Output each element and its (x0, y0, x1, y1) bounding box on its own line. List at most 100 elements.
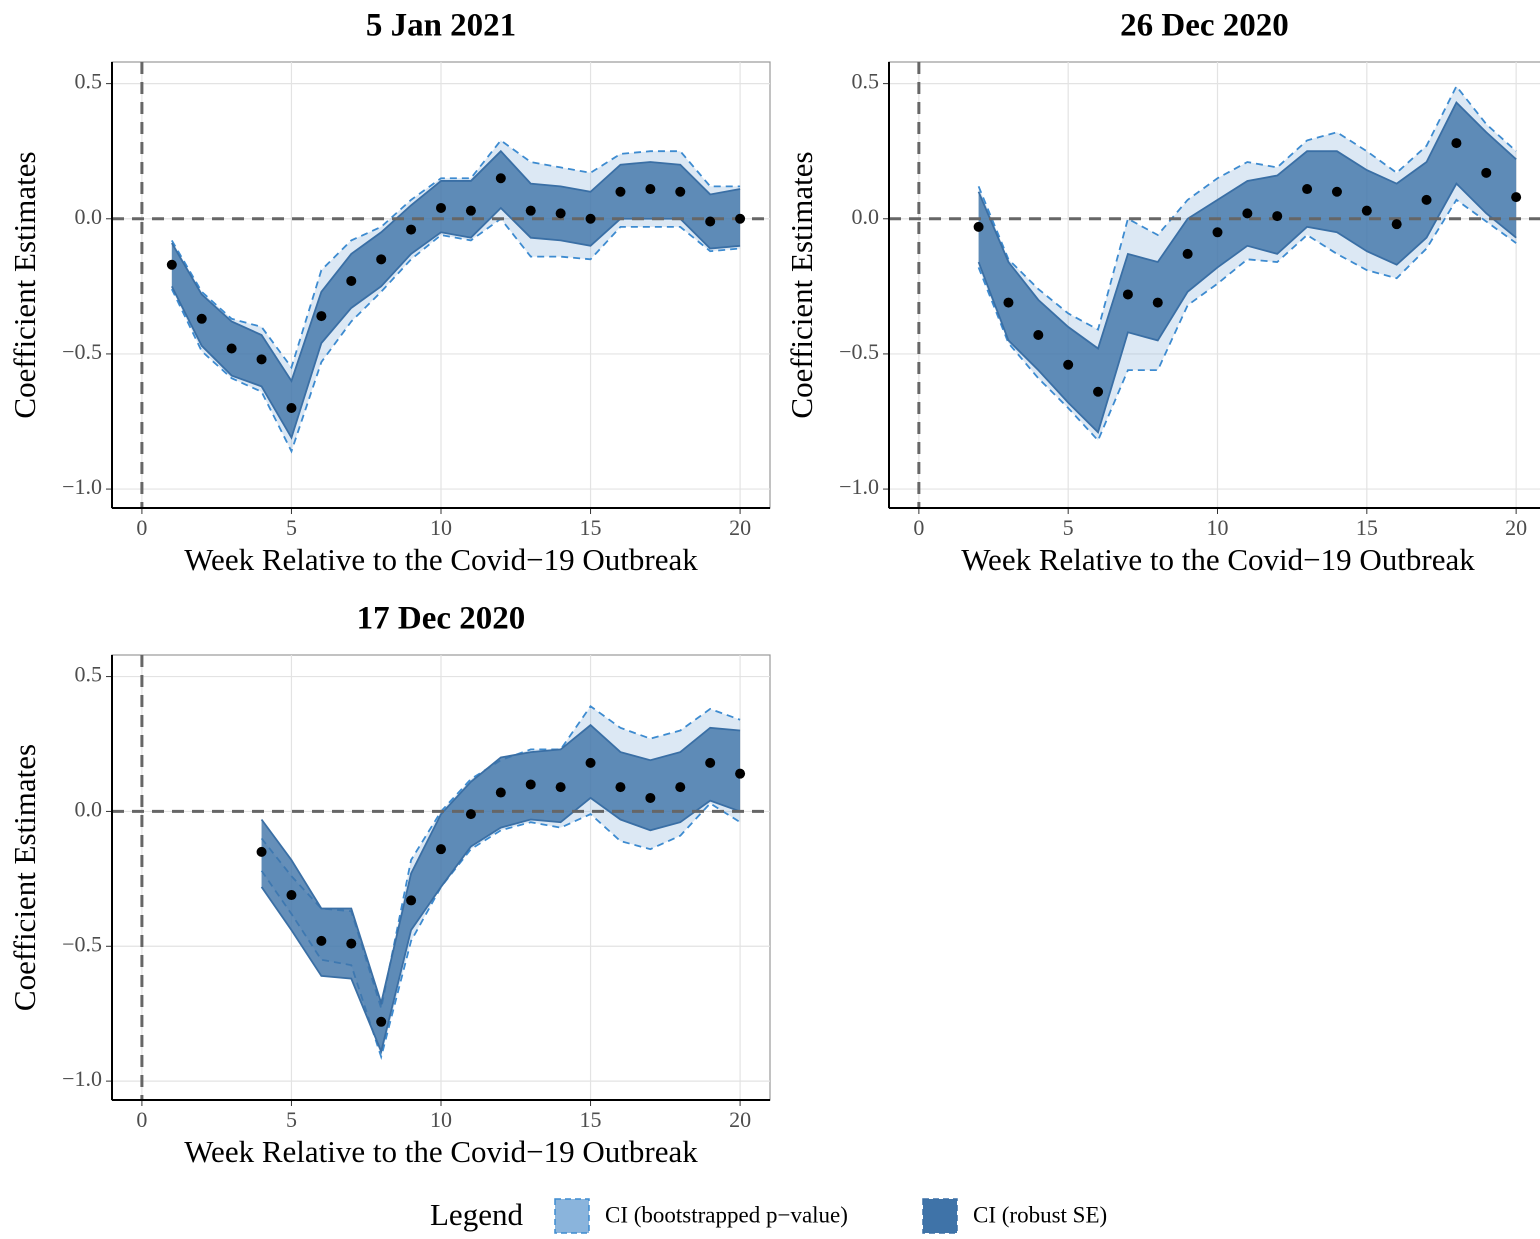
point (1093, 386, 1104, 397)
point (1302, 184, 1313, 195)
x-tick-label: 10 (430, 515, 452, 540)
x-tick-label: 0 (136, 515, 147, 540)
point (286, 890, 297, 901)
point (705, 757, 716, 768)
point (615, 782, 626, 793)
point (376, 1016, 387, 1027)
x-axis-title: Week Relative to the Covid−19 Outbreak (184, 1134, 698, 1169)
point (1511, 192, 1522, 203)
legend-label: CI (robust SE) (973, 1202, 1107, 1227)
point (1481, 167, 1492, 178)
y-axis-title: Coefficient Estimates (7, 151, 42, 418)
point (1212, 227, 1223, 238)
x-tick-label: 5 (1063, 515, 1074, 540)
x-tick-label: 10 (430, 1107, 452, 1132)
point (1451, 138, 1462, 149)
point (465, 205, 476, 216)
point (585, 213, 596, 224)
x-tick-label: 5 (286, 515, 297, 540)
y-tick-label: −1.0 (62, 1066, 102, 1091)
y-tick-label: −0.5 (62, 931, 102, 956)
x-tick-label: 15 (1356, 515, 1378, 540)
point (1152, 297, 1163, 308)
y-tick-label: 0.0 (75, 796, 103, 821)
point (1421, 194, 1432, 205)
legend-title: Legend (430, 1197, 523, 1232)
x-tick-label: 5 (286, 1107, 297, 1132)
point (735, 768, 746, 779)
x-tick-label: 20 (1505, 515, 1527, 540)
point (166, 259, 177, 270)
y-axis-title: Coefficient Estimates (784, 151, 819, 418)
ci-band (978, 102, 1517, 433)
y-axis-title: Coefficient Estimates (7, 744, 42, 1011)
legend-label: CI (bootstrapped p−value) (605, 1202, 848, 1227)
ci-bound (260, 723, 741, 1007)
ci-bound (171, 217, 741, 454)
point (436, 844, 446, 855)
ci-bound (977, 182, 1517, 435)
ci-bound (171, 206, 741, 440)
point (346, 275, 357, 286)
y-tick-label: −1.0 (839, 474, 879, 499)
point (286, 402, 297, 413)
ci-bound (171, 149, 741, 384)
point (645, 792, 656, 803)
point (1331, 186, 1342, 197)
x-tick-label: 15 (580, 515, 602, 540)
point (1003, 297, 1014, 308)
point (555, 782, 566, 793)
point (346, 938, 357, 949)
y-tick-label: 0.5 (75, 662, 103, 687)
legend-swatch (554, 1198, 590, 1234)
point (376, 254, 387, 265)
x-axis-title: Week Relative to the Covid−19 Outbreak (961, 542, 1475, 577)
point (406, 895, 417, 906)
point (1063, 359, 1074, 370)
x-tick-label: 0 (913, 515, 924, 540)
x-tick-label: 15 (580, 1107, 602, 1132)
chart-title: 17 Dec 2020 (357, 601, 526, 637)
point (555, 208, 566, 219)
y-tick-label: 0.0 (75, 204, 103, 229)
point (585, 757, 596, 768)
point (1242, 208, 1253, 219)
chart-title: 26 Dec 2020 (1120, 8, 1289, 44)
x-tick-label: 20 (729, 515, 751, 540)
ci-bound (977, 84, 1517, 331)
ci-bound (977, 101, 1517, 350)
point (1182, 248, 1193, 259)
point (705, 216, 716, 227)
point (436, 202, 446, 213)
point (645, 184, 656, 195)
point (615, 186, 626, 197)
y-tick-label: −0.5 (62, 339, 102, 364)
y-tick-label: 0.0 (852, 204, 880, 229)
ci-bound (260, 802, 741, 1061)
x-axis-title: Week Relative to the Covid−19 Outbreak (184, 542, 698, 577)
point (495, 173, 506, 184)
x-tick-label: 10 (1207, 515, 1229, 540)
point (675, 186, 686, 197)
point (256, 354, 267, 365)
chart-title: 5 Jan 2021 (366, 8, 516, 44)
point (495, 787, 506, 798)
point (406, 224, 417, 235)
point (525, 205, 536, 216)
legend-swatch (922, 1198, 958, 1234)
ci-bound (260, 796, 741, 1055)
point (1361, 205, 1372, 216)
point (1272, 211, 1283, 222)
point (226, 343, 237, 354)
point (316, 935, 327, 946)
y-tick-label: −0.5 (839, 339, 879, 364)
point (525, 779, 536, 790)
point (196, 313, 207, 324)
point (256, 846, 267, 857)
y-tick-label: −1.0 (62, 474, 102, 499)
ci-band (261, 725, 741, 1052)
point (1122, 289, 1133, 300)
point (735, 213, 746, 224)
ci-bound (171, 139, 741, 370)
